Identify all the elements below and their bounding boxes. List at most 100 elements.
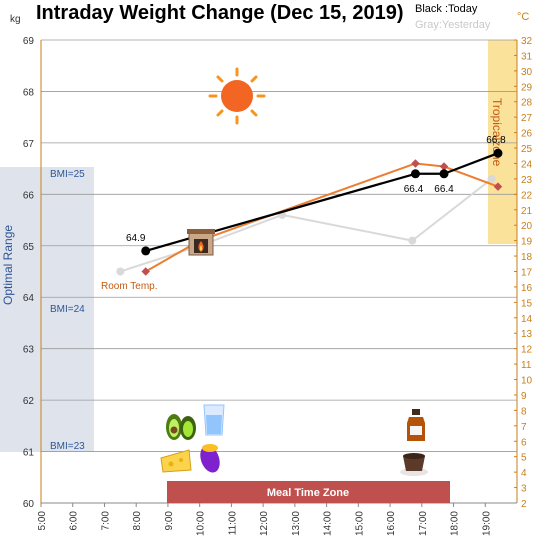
y2-tick-label: 7 xyxy=(521,422,527,433)
y-tick-label: 68 xyxy=(23,87,35,98)
y-tick-label: 66 xyxy=(23,190,35,201)
avocado-icon xyxy=(166,414,196,440)
x-tick-label: 8:00 xyxy=(132,511,143,531)
temperature-point xyxy=(141,267,150,276)
y2-tick-label: 21 xyxy=(521,206,533,217)
bmi-23-label: BMI=23 xyxy=(50,441,85,452)
y-tick-label: 60 xyxy=(23,499,35,510)
today-point xyxy=(410,169,420,179)
y2-tick-label: 6 xyxy=(521,437,527,448)
y2-tick-label: 26 xyxy=(521,129,533,140)
data-label: 66.8 xyxy=(486,135,506,146)
legend-today: Black :Today xyxy=(415,3,478,15)
y2-tick-label: 3 xyxy=(521,484,527,495)
y-axis-ticks: 60 61 62 63 64 65 66 67 68 69 xyxy=(23,36,35,510)
y2-tick-label: 24 xyxy=(521,159,533,170)
y-tick-label: 67 xyxy=(23,139,35,150)
y-tick-label: 69 xyxy=(23,36,35,47)
tropical-zone-label: Tropicalzone xyxy=(490,98,504,167)
x-axis-ticks: 5:00 6:00 7:00 8:00 9:00 10:00 11:00 12:00 13:00… xyxy=(37,503,492,536)
y2-tick-label: 18 xyxy=(521,252,533,263)
y2-tick-label: 17 xyxy=(521,268,533,279)
legend-yesterday: Gray:Yesterday xyxy=(415,19,491,31)
y-axis-unit: kg xyxy=(10,14,21,25)
y2-tick-label: 11 xyxy=(521,360,532,371)
meal-time-zone-bar xyxy=(167,481,450,503)
sweet-potato-icon xyxy=(200,444,220,473)
y2-tick-label: 9 xyxy=(521,391,527,402)
y2-tick-label: 31 xyxy=(521,51,533,62)
meal-time-zone-label: Meal Time Zone xyxy=(267,487,349,499)
y2-tick-label: 28 xyxy=(521,98,533,109)
yesterday-point xyxy=(408,236,417,245)
optimal-range-band xyxy=(0,167,94,452)
y2-tick-label: 22 xyxy=(521,190,533,201)
sun-icon xyxy=(208,67,266,125)
tropical-zone-band xyxy=(488,40,517,244)
x-tick-label: 19:00 xyxy=(481,511,492,536)
optimal-range-label: Optimal Range xyxy=(1,225,15,305)
x-tick-label: 5:00 xyxy=(37,511,48,531)
gridlines xyxy=(41,39,517,452)
y2-tick-label: 25 xyxy=(521,144,533,155)
today-point xyxy=(493,148,503,158)
y2-tick-label: 20 xyxy=(521,221,533,232)
series-layer: 64.9 66.4 66.4 66.8 xyxy=(116,135,506,276)
y2-tick-label: 13 xyxy=(521,329,533,340)
y2-tick-label: 14 xyxy=(521,314,533,325)
today-point xyxy=(439,169,449,179)
x-tick-label: 6:00 xyxy=(69,511,80,531)
x-tick-label: 15:00 xyxy=(354,511,365,536)
temperature-point xyxy=(493,182,503,191)
room-temp-label: Room Temp. xyxy=(101,281,158,292)
y-tick-label: 64 xyxy=(23,293,35,304)
y2-tick-label: 16 xyxy=(521,283,533,294)
y2-tick-label: 19 xyxy=(521,237,533,248)
yesterday-point xyxy=(116,267,125,276)
coffee-cup-icon xyxy=(400,453,428,476)
x-tick-label: 17:00 xyxy=(418,511,429,536)
x-tick-label: 11:00 xyxy=(227,511,238,536)
y2-tick-label: 12 xyxy=(521,345,533,356)
x-tick-label: 9:00 xyxy=(164,511,175,531)
y2-tick-label: 30 xyxy=(521,67,533,78)
bmi-25-label: BMI=25 xyxy=(50,169,85,180)
data-label: 66.4 xyxy=(404,184,424,195)
x-tick-label: 12:00 xyxy=(259,511,270,536)
y2-tick-label: 29 xyxy=(521,82,533,93)
y2-tick-label: 10 xyxy=(521,376,533,387)
y-tick-label: 61 xyxy=(23,448,35,459)
yesterday-point xyxy=(487,174,496,183)
y-tick-label: 65 xyxy=(23,242,35,253)
y-tick-label: 63 xyxy=(23,345,35,356)
x-tick-label: 16:00 xyxy=(386,511,397,536)
data-label: 64.9 xyxy=(126,233,146,244)
y2-tick-label: 23 xyxy=(521,175,533,186)
liquor-bottle-icon xyxy=(407,409,425,441)
x-tick-label: 14:00 xyxy=(323,511,334,536)
x-tick-label: 13:00 xyxy=(291,511,302,536)
y2-tick-label: 2 xyxy=(521,499,527,510)
temperature-point xyxy=(411,159,420,168)
water-glass-icon xyxy=(203,404,225,436)
x-tick-label: 7:00 xyxy=(100,511,111,531)
bmi-24-label: BMI=24 xyxy=(50,304,85,315)
y2-tick-label: 27 xyxy=(521,113,533,124)
temperature-point xyxy=(439,162,449,171)
data-label: 66.4 xyxy=(434,184,454,195)
y2-tick-label: 4 xyxy=(521,468,527,479)
y2-axis-unit: °C xyxy=(517,11,529,23)
chart-title: Intraday Weight Change (Dec 15, 2019) xyxy=(36,2,404,24)
x-tick-label: 10:00 xyxy=(196,511,207,536)
fireplace-icon xyxy=(187,229,215,256)
x-tick-label: 18:00 xyxy=(450,511,461,536)
y2-tick-label: 32 xyxy=(521,36,533,47)
y2-tick-label: 5 xyxy=(521,453,527,464)
y-tick-label: 62 xyxy=(23,396,35,407)
today-point xyxy=(141,246,151,256)
y2-tick-label: 8 xyxy=(521,406,527,417)
cheese-icon xyxy=(160,449,192,473)
y2-tick-label: 15 xyxy=(521,298,533,309)
y2-axis-ticks: 2345678910111213141516171819202122232425… xyxy=(514,36,533,510)
